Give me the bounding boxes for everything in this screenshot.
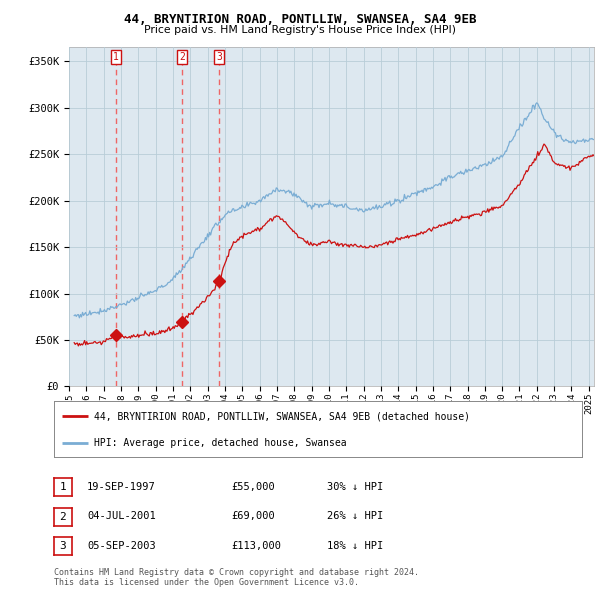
- Text: £69,000: £69,000: [231, 512, 275, 521]
- Text: 3: 3: [59, 542, 67, 551]
- Text: 1: 1: [113, 53, 119, 63]
- Text: 18% ↓ HPI: 18% ↓ HPI: [327, 541, 383, 550]
- Text: HPI: Average price, detached house, Swansea: HPI: Average price, detached house, Swan…: [94, 438, 346, 448]
- Text: £55,000: £55,000: [231, 482, 275, 491]
- Text: 19-SEP-1997: 19-SEP-1997: [87, 482, 156, 491]
- Text: Price paid vs. HM Land Registry's House Price Index (HPI): Price paid vs. HM Land Registry's House …: [144, 25, 456, 35]
- Text: 44, BRYNTIRION ROAD, PONTLLIW, SWANSEA, SA4 9EB (detached house): 44, BRYNTIRION ROAD, PONTLLIW, SWANSEA, …: [94, 411, 470, 421]
- Text: £113,000: £113,000: [231, 541, 281, 550]
- Text: 1: 1: [59, 483, 67, 492]
- Text: Contains HM Land Registry data © Crown copyright and database right 2024.
This d: Contains HM Land Registry data © Crown c…: [54, 568, 419, 587]
- Text: 3: 3: [216, 53, 222, 63]
- Text: 04-JUL-2001: 04-JUL-2001: [87, 512, 156, 521]
- Text: 44, BRYNTIRION ROAD, PONTLLIW, SWANSEA, SA4 9EB: 44, BRYNTIRION ROAD, PONTLLIW, SWANSEA, …: [124, 13, 476, 26]
- Text: 2: 2: [179, 53, 185, 63]
- Text: 2: 2: [59, 512, 67, 522]
- Text: 05-SEP-2003: 05-SEP-2003: [87, 541, 156, 550]
- Text: 30% ↓ HPI: 30% ↓ HPI: [327, 482, 383, 491]
- Text: 26% ↓ HPI: 26% ↓ HPI: [327, 512, 383, 521]
